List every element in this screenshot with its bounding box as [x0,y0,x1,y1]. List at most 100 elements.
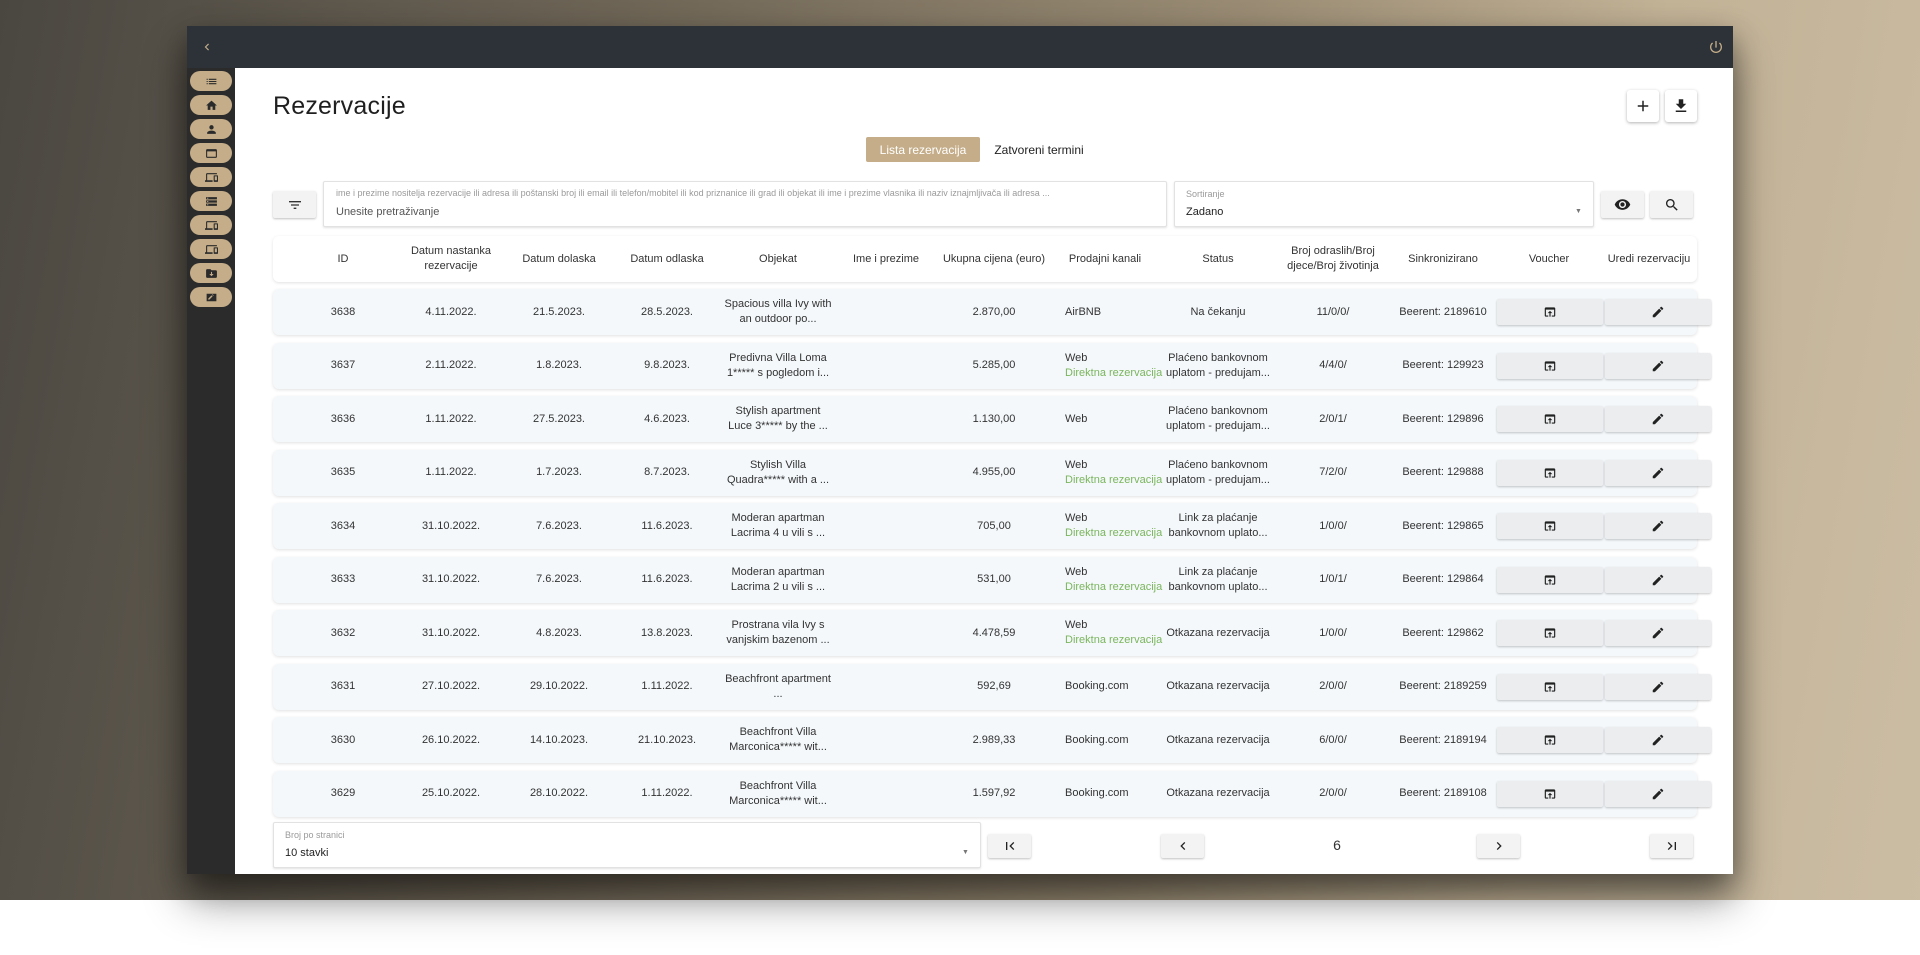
cell-price-text: 531,00 [977,573,1011,585]
cell-object-text: Spacious villa Ivy with an outdoor po... [725,298,831,325]
column-header-status[interactable]: Status [1202,252,1234,265]
sidebar-item-edit-note[interactable] [190,287,232,307]
filter-button[interactable] [273,191,316,218]
cell-departure: 21.10.2023. [609,717,725,763]
pencil-icon [1652,574,1664,585]
voucher-button[interactable] [1497,352,1603,379]
column-header-created[interactable]: Datum nastanka rezervacije [410,245,492,272]
cell-created: 31.10.2022. [393,557,509,603]
next-page-button[interactable] [1477,834,1520,858]
voucher-button[interactable] [1497,727,1603,753]
table-row[interactable]: 3634 31.10.2022. 7.6.2023. 11.6.2023. Modera… [273,503,1711,549]
voucher-button[interactable] [1497,673,1603,700]
edit-reservation-button[interactable] [1605,459,1711,486]
voucher-button[interactable] [1497,406,1603,432]
edit-reservation-button[interactable] [1605,406,1711,432]
edit-reservation-button[interactable] [1605,727,1711,753]
edit-reservation-button[interactable] [1605,673,1711,700]
sidebar-item-list[interactable] [190,71,232,91]
back-button[interactable] [195,35,219,59]
column-header-guests[interactable]: Broj odraslih/Broj djece/Broj životinja [1287,245,1379,272]
column-header-channels[interactable]: Prodajni kanali [1068,252,1142,265]
search-field[interactable]: ime i prezime nositelja rezervacije ili … [323,181,1167,227]
column-header-arrival[interactable]: Datum dolaska [522,252,596,265]
channel-primary: Booking.com [1065,680,1129,692]
previous-page-button[interactable] [1161,834,1204,858]
sidebar-item-devices[interactable] [190,167,232,187]
voucher-button[interactable] [1497,513,1603,539]
edit-reservation-button[interactable] [1605,620,1711,646]
power-button[interactable] [1705,36,1727,58]
cell-created: 26.10.2022. [393,717,509,763]
table-row[interactable]: 3629 25.10.2022. 28.10.2022. 1.11.2022. Beac… [273,770,1711,817]
cell-sync: Beerent: 129923 [1393,343,1493,389]
cell-departure: 11.6.2023. [609,503,725,549]
column-header-object[interactable]: Objekat [759,252,797,265]
cell-arrival: 7.6.2023. [509,557,609,603]
cell-arrival-text: 27.5.2023. [533,412,585,425]
cell-status-text: Plaćeno bankovnom uplatom - predujam... [1166,458,1270,486]
table-row[interactable]: 3633 31.10.2022. 7.6.2023. 11.6.2023. Modera… [273,556,1711,603]
search-input[interactable] [336,204,1136,220]
cell-sync: Beerent: 129896 [1393,396,1493,442]
sidebar-item-home[interactable] [190,95,232,115]
table-row[interactable]: 3635 1.11.2022. 1.7.2023. 8.7.2023. Stylish … [273,449,1711,496]
first-page-button[interactable] [988,834,1031,858]
voucher-button[interactable] [1497,459,1603,486]
voucher-button[interactable] [1497,299,1603,325]
add-button[interactable] [1627,90,1659,122]
table-row[interactable]: 3637 2.11.2022. 1.8.2023. 9.8.2023. Predivna… [273,342,1711,389]
column-header-sync[interactable]: Sinkronizirano [1408,252,1478,265]
edit-reservation-button[interactable] [1605,566,1711,593]
column-header-departure[interactable]: Datum odlaska [630,252,704,265]
column-header-name[interactable]: Ime i prezime [852,252,920,265]
voucher-button[interactable] [1497,780,1603,807]
sort-select[interactable]: Sortiranje Zadano ▼ [1174,181,1594,227]
edit-reservation-button[interactable] [1605,513,1711,539]
last-page-button[interactable] [1650,834,1693,858]
cell-sync-text: Beerent: 129896 [1402,412,1484,425]
cell-sync-text: Beerent: 129923 [1402,359,1484,371]
channel-primary: Web [1065,565,1088,578]
table-row[interactable]: 3632 31.10.2022. 4.8.2023. 13.8.2023. Prostr… [273,610,1711,656]
channel-primary: Web [1065,512,1088,524]
chevron-left-icon [204,43,209,51]
last-page-icon [1667,842,1676,850]
table-row[interactable]: 3631 27.10.2022. 29.10.2022. 1.11.2022. Beac… [273,663,1711,710]
voucher-button[interactable] [1497,566,1603,593]
sidebar-item-storage[interactable] [190,191,232,211]
cell-created-text: 1.11.2022. [425,466,477,478]
view-button[interactable] [1601,191,1644,218]
cell-id-text: 3633 [330,573,356,585]
cell-guests: 1/0/1/ [1273,557,1393,603]
channel-secondary: Direktna rezervacija [1065,527,1163,539]
cell-status: Plaćeno bankovnom uplatom - predujam... [1163,343,1273,389]
sidebar-item-calendar[interactable] [190,143,232,163]
cell-departure-text: 11.6.2023. [641,519,693,532]
table-row[interactable]: 3636 1.11.2022. 27.5.2023. 4.6.2023. Stylish… [273,396,1711,442]
edit-reservation-button[interactable] [1605,352,1711,379]
cell-departure-text: 1.11.2022. [641,787,693,799]
column-header-price[interactable]: Ukupna cijena (euro) [942,252,1046,265]
first-page-icon [1005,842,1014,850]
edit-reservation-button[interactable] [1605,780,1711,807]
search-button[interactable] [1650,191,1693,218]
cell-guests: 1/0/0/ [1273,503,1393,549]
cell-object: Moderan apartman Lacrima 2 u vili s ... [725,557,831,603]
background-bottom [0,900,1920,955]
sidebar-item-archive[interactable] [190,263,232,283]
tab-lista-rezervacija[interactable]: Lista rezervacija [866,137,980,162]
sidebar-item-devices-2[interactable] [190,215,232,235]
cell-price: 1.597,92 [941,771,1047,817]
column-header-id[interactable]: ID [337,252,349,265]
cell-guests-text: 4/4/0/ [1319,359,1347,371]
tab-zatvoreni-termini[interactable]: Zatvoreni termini [985,137,1093,162]
sidebar-item-person[interactable] [190,119,232,139]
table-row[interactable]: 3630 26.10.2022. 14.10.2023. 21.10.2023. Bea… [273,717,1711,763]
sidebar-item-devices-3[interactable] [190,239,232,259]
edit-reservation-button[interactable] [1605,299,1711,325]
table-row[interactable]: 3638 4.11.2022. 21.5.2023. 28.5.2023. Spacio… [273,289,1711,335]
voucher-button[interactable] [1497,620,1603,646]
per-page-select[interactable]: Broj po stranici 10 stavki ▼ [273,822,981,868]
download-button[interactable] [1665,90,1697,122]
